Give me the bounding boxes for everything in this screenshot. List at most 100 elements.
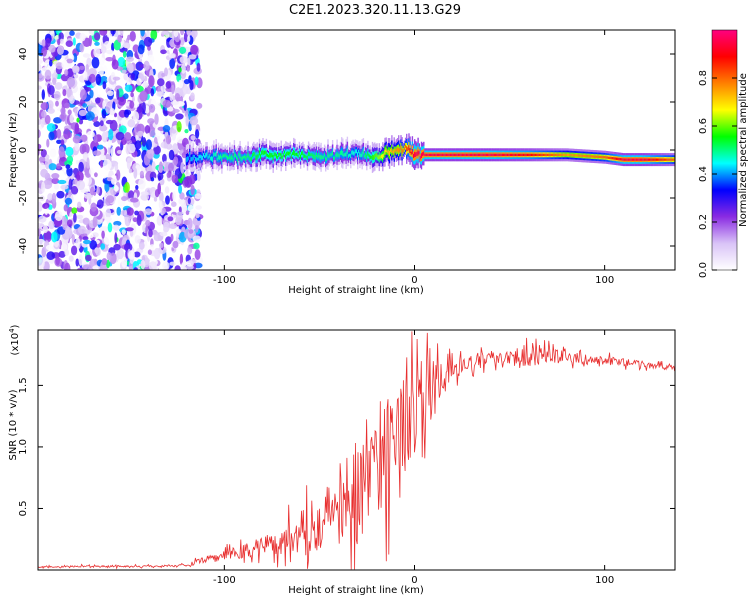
noise-blob [82,236,89,241]
ridge-segment [538,153,540,156]
ridge-segment [408,145,410,151]
noise-blob [89,120,93,131]
noise-blob [195,225,199,233]
noise-blob [122,50,127,58]
ridge-segment [375,153,377,158]
noise-blob [133,167,138,179]
noise-blob [90,202,97,212]
ridge-segment [548,153,550,156]
noise-blob [64,69,69,76]
noise-blob [40,102,49,111]
ridge-segment [237,157,239,163]
ridge-segment [242,156,245,159]
noise-blob [170,233,174,242]
ridge-segment [541,153,544,156]
noise-blob [168,53,176,59]
ridge-segment [245,156,247,161]
noise-blob [76,180,86,191]
ridge-segment [371,154,374,161]
ridge-segment [473,153,475,156]
ridge-segment [484,153,487,156]
noise-blob [83,246,88,253]
ridge-segment [570,153,572,157]
ridge-segment [623,158,626,161]
spectrogram-marks [38,30,675,270]
noise-blob [88,30,93,35]
spectrogram-panel: -100 0 100 -40 -20 0 20 40 Height of straight … [8,29,676,296]
noise-blob [47,107,55,114]
ridge-segment [512,153,514,156]
noise-blob [134,235,141,244]
noise-blob [127,119,136,128]
noise-blob [175,211,183,222]
ridge-segment [205,153,207,158]
noise-blob [168,223,177,230]
ridge-segment [489,153,491,156]
noise-blob [143,60,150,71]
noise-blob [111,42,115,52]
ridge-segment [432,153,434,156]
noise-blob [78,161,84,173]
noise-blob [38,129,41,139]
ridge-segment [268,154,270,158]
ridge-segment [230,156,232,161]
noise-blob [196,62,201,72]
noise-blob [173,30,179,38]
noise-blob [165,81,172,89]
noise-blob [195,138,201,146]
ridge-segment [263,150,265,155]
ridge-segment [361,151,363,157]
noise-blob [114,184,119,192]
ridge-segment [606,156,609,159]
ridge-segment [406,146,408,152]
noise-blob [72,65,80,74]
ridge-segment [602,156,604,159]
noise-blob [83,70,88,81]
ridge-segment [525,153,528,156]
noise-blob [124,84,133,93]
ridge-segment [576,154,578,157]
ridge-segment [374,154,376,160]
ridge-segment [233,152,236,158]
noise-blob [194,193,203,200]
ridge-segment [368,153,370,157]
noise-blob [103,235,112,245]
ridge-segment [367,151,369,156]
ridge-segment [547,153,549,156]
noise-blob [161,30,170,35]
ridge-segment [630,158,633,161]
ridge-segment [412,153,415,159]
noise-blob [84,87,92,92]
ridge-segment [281,155,284,160]
ridge-segment [277,156,279,159]
ridge-segment [434,153,436,156]
noise-blob [180,63,186,74]
ridge-segment [206,152,208,157]
noise-blob [186,64,191,72]
noise-blob [188,259,197,264]
noise-blob [180,161,185,174]
ridge-segment [390,149,392,153]
ridge-segment [359,152,361,157]
snr-y-multiplier: (x104) [8,324,21,355]
ridge-segment [244,155,246,159]
noise-blob [64,160,73,167]
ridge-segment [663,158,666,161]
noise-blob [38,257,45,269]
noise-blob [187,35,191,42]
noise-blob [178,184,183,194]
noise-blob [190,184,195,196]
noise-blob [116,248,125,260]
ridge-segment [427,153,430,156]
noise-blob [77,225,87,235]
noise-blob [107,146,112,155]
colorbar: 0.0 0.2 0.4 0.6 0.8 Normalized spectral ampl… [698,29,749,278]
noise-blob [38,201,43,212]
noise-blob [46,30,55,35]
noise-blob [171,201,177,207]
ridge-segment [315,152,318,157]
noise-blob [133,251,141,258]
ridge-segment [500,153,503,156]
noise-blob [156,215,163,226]
ridge-segment [306,155,309,160]
